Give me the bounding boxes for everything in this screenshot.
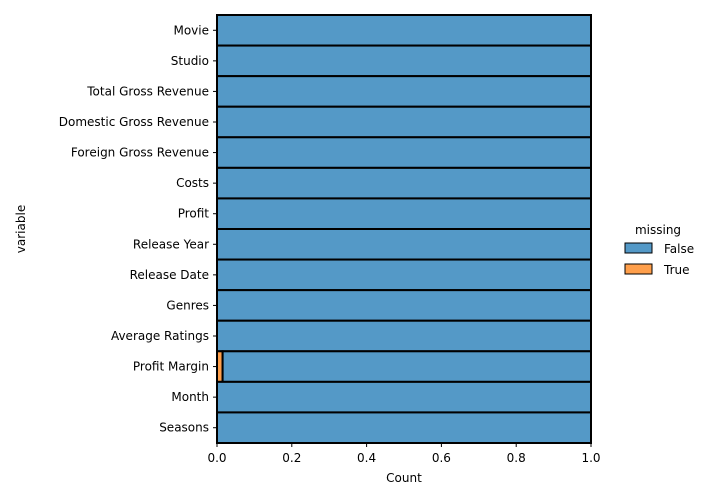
- y-tick-label-movie: Movie: [173, 23, 209, 37]
- y-tick-label-release-year: Release Year: [133, 237, 209, 251]
- y-tick-label-domestic-gross-revenue: Domestic Gross Revenue: [59, 115, 209, 129]
- legend-label-true: True: [663, 263, 690, 277]
- legend-label-false: False: [664, 242, 694, 256]
- bar-foreign-gross-revenue-false: [216, 136, 592, 169]
- bar-profit-margin-false: [221, 350, 593, 383]
- y-tick-label-average-ratings: Average Ratings: [111, 329, 209, 343]
- y-tick-label-profit-margin: Profit Margin: [133, 360, 209, 374]
- legend-title: missing: [635, 223, 681, 237]
- bar-total-gross-revenue-false: [216, 75, 592, 108]
- legend-swatch-false: [624, 242, 653, 254]
- y-tick-label-month: Month: [171, 390, 209, 404]
- x-tick-label: 0.0: [207, 451, 226, 465]
- bar-studio-false: [216, 44, 592, 78]
- y-tick-label-profit: Profit: [178, 207, 210, 221]
- bar-release-date-false: [216, 258, 592, 292]
- bar-release-year-false: [216, 228, 592, 261]
- x-tick-label: 1.0: [581, 451, 600, 465]
- y-tick-label-seasons: Seasons: [159, 421, 209, 435]
- y-axis-ticks: Movie Studio Total Gross Revenue Domestic G…: [59, 23, 217, 435]
- bars-layer: [216, 14, 593, 444]
- bar-profit-false: [216, 197, 592, 231]
- legend-swatch-true: [624, 263, 653, 275]
- bar-costs-false: [216, 166, 592, 200]
- x-tick-label: 0.6: [432, 451, 451, 465]
- y-tick-label-foreign-gross-revenue: Foreign Gross Revenue: [71, 146, 209, 160]
- y-tick-label-genres: Genres: [166, 298, 209, 312]
- legend: missing False True: [624, 223, 694, 277]
- y-tick-label-studio: Studio: [171, 54, 209, 68]
- y-tick-label-total-gross-revenue: Total Gross Revenue: [86, 84, 209, 98]
- y-tick-label-release-date: Release Date: [130, 268, 209, 282]
- x-axis-ticks: 0.0 0.2 0.4 0.6 0.8 1.0: [207, 443, 601, 465]
- bar-movie-false: [216, 14, 592, 47]
- bar-genres-false: [216, 289, 592, 322]
- x-tick-label: 0.8: [507, 451, 526, 465]
- x-tick-label: 0.2: [282, 451, 301, 465]
- x-axis-label: Count: [386, 471, 422, 485]
- bar-domestic-gross-revenue-false: [216, 105, 592, 139]
- y-tick-label-costs: Costs: [176, 176, 209, 190]
- bar-month-false: [216, 380, 592, 414]
- bar-seasons-false: [216, 411, 592, 444]
- y-axis-label: variable: [14, 205, 28, 253]
- x-tick-label: 0.4: [357, 451, 376, 465]
- bar-average-ratings-false: [216, 319, 592, 353]
